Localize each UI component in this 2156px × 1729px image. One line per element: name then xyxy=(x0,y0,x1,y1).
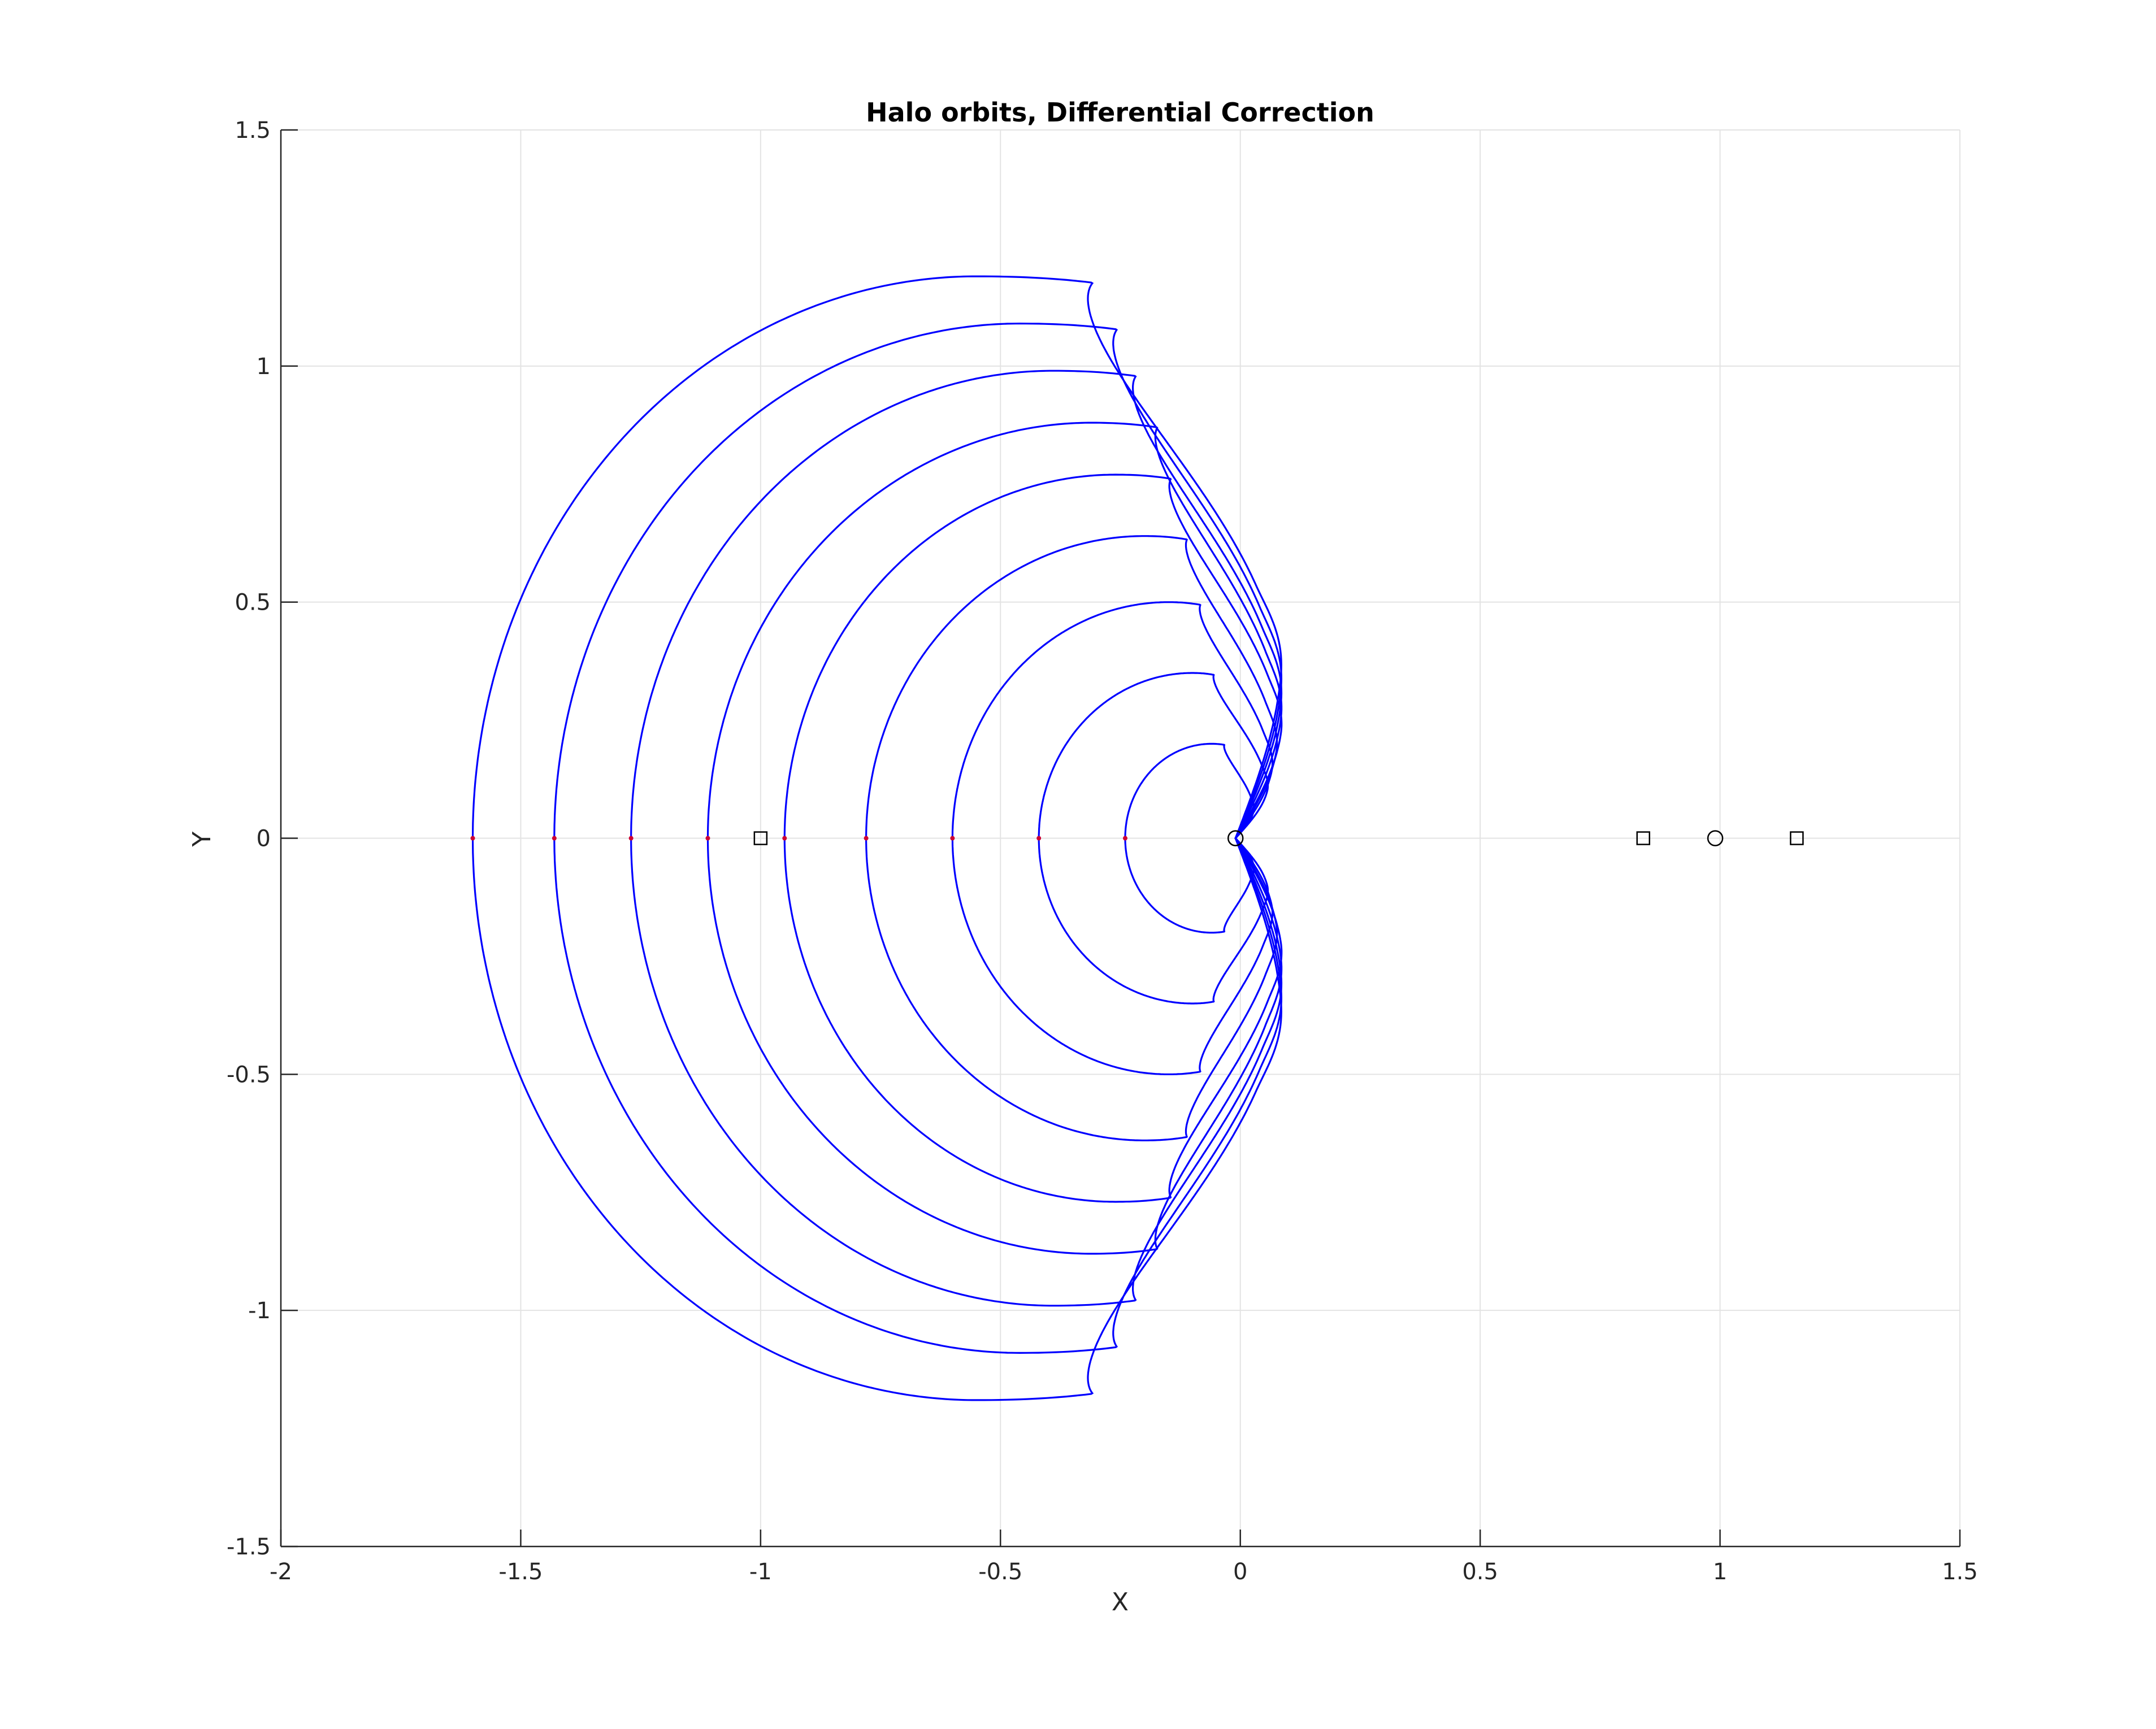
axes xyxy=(280,129,1961,1548)
y-tick-label: -1.5 xyxy=(227,1534,271,1560)
circle-marker xyxy=(1707,830,1724,846)
start-point xyxy=(470,836,475,841)
grid-lines xyxy=(280,129,1960,1547)
start-point xyxy=(1122,836,1127,841)
chart-title: Halo orbits, Differential Correction xyxy=(866,97,1374,128)
start-point xyxy=(864,836,869,841)
x-axis-label: X xyxy=(1112,1588,1129,1617)
x-tick-label: -0.5 xyxy=(978,1559,1022,1585)
circle-marker xyxy=(1227,830,1244,846)
square-marker xyxy=(753,831,768,845)
markers xyxy=(470,830,1804,846)
x-tick-label: -2 xyxy=(270,1559,292,1585)
start-point xyxy=(552,836,557,841)
y-tick-label: 0 xyxy=(257,826,271,852)
start-point xyxy=(782,836,787,841)
y-tick-label: -0.5 xyxy=(227,1062,271,1088)
x-tick-label: 0 xyxy=(1233,1559,1247,1585)
x-tick-label: 1 xyxy=(1713,1559,1727,1585)
start-point xyxy=(705,836,710,841)
tick-labels: -2 -1.5 -1 -0.5 0 0.5 1 1.51.510.50-0.5-1-1.5 xyxy=(227,118,1978,1585)
x-tick-label: -1 xyxy=(749,1559,772,1585)
y-tick-label: 0.5 xyxy=(235,590,271,616)
start-point xyxy=(628,836,634,841)
start-point xyxy=(950,836,955,841)
y-tick-label: 1.5 xyxy=(235,118,271,144)
x-tick-label: -1.5 xyxy=(498,1559,543,1585)
start-point xyxy=(1036,836,1042,841)
x-tick-label: 1.5 xyxy=(1942,1559,1978,1585)
x-tick-label: 0.5 xyxy=(1462,1559,1498,1585)
y-tick-label: 1 xyxy=(257,354,271,380)
square-marker xyxy=(1636,831,1651,845)
y-axis-label: Y xyxy=(188,831,216,847)
square-marker xyxy=(1790,831,1804,845)
y-tick-label: -1 xyxy=(248,1298,271,1324)
